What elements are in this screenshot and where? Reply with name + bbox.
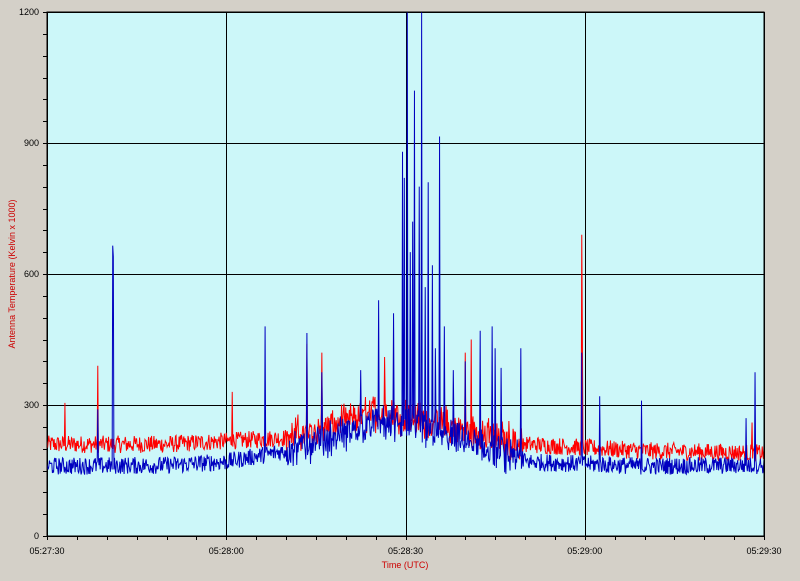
x-tick-label: 05:28:30 [388,546,423,556]
y-tick-labels: 0 300 600 900 1200 [19,7,39,541]
x-tick-label: 05:29:00 [567,546,602,556]
x-tick-label: 05:28:00 [209,546,244,556]
minor-ticks [43,12,765,540]
y-axis-title: Antenna Temperature (Kelvin x 1000) [7,200,17,349]
x-tick-labels: 05:27:30 05:28:00 05:28:30 05:29:00 05:29:30 [29,546,781,556]
y-tick-label: 0 [34,531,39,541]
y-tick-label: 1200 [19,7,39,17]
y-tick-label: 900 [24,138,39,148]
x-tick-label: 05:29:30 [746,546,781,556]
series-layer [46,11,765,476]
series-line-0 [46,234,765,462]
x-tick-label: 05:27:30 [29,546,64,556]
series-line-1 [46,11,765,476]
y-tick-label: 300 [24,400,39,410]
x-axis-title: Time (UTC) [382,560,429,570]
y-tick-label: 600 [24,269,39,279]
